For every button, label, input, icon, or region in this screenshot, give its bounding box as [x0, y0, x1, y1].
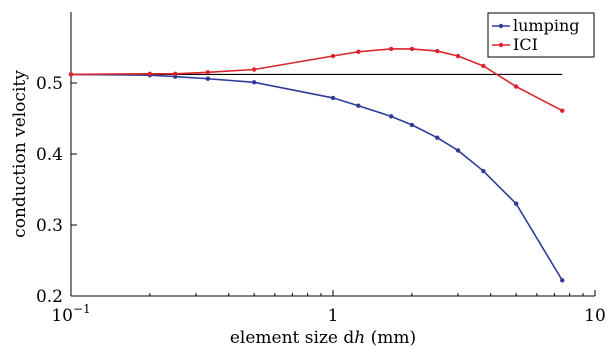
- series-group: [68, 46, 565, 283]
- x-tick-label: 1: [328, 306, 339, 326]
- x-tick-label-base: 10: [51, 306, 73, 326]
- y-tick-label: 0.3: [36, 216, 63, 236]
- data-point-ici: [435, 48, 440, 54]
- data-point-lumping: [205, 76, 211, 81]
- data-point-lumping: [560, 278, 565, 283]
- data-point-lumping: [330, 95, 336, 101]
- x-axis-title-part: (mm): [365, 328, 416, 348]
- series-line-ici: [70, 48, 563, 112]
- data-point-ici: [356, 49, 361, 54]
- data-point-lumping: [513, 201, 519, 206]
- data-point-lumping: [481, 168, 486, 174]
- data-point-ici: [330, 53, 336, 59]
- data-point-lumping: [388, 114, 394, 119]
- x-tick-label-exponent: −1: [73, 302, 91, 316]
- data-point-ici: [481, 63, 486, 69]
- legend-label: lumping: [513, 16, 580, 35]
- data-point-ici: [409, 46, 415, 52]
- y-tick-label: 0.4: [36, 145, 63, 165]
- x-axis-title-part: h: [354, 328, 365, 348]
- data-point-lumping: [455, 148, 461, 153]
- legend-label: ICI: [513, 35, 538, 54]
- axes: 0.20.30.40.510−1 1 10: [36, 12, 606, 326]
- y-tick-label: 0.5: [36, 74, 63, 94]
- legend-swatch-marker: [498, 42, 504, 48]
- x-axis-title-part: element size d: [230, 328, 355, 348]
- data-point-ici: [560, 108, 565, 113]
- y-axis-title: conduction velocity: [10, 70, 30, 238]
- x-tick-label-base: 1: [328, 306, 339, 326]
- data-point-ici: [513, 84, 519, 89]
- series-line-lumping: [70, 73, 563, 281]
- data-point-lumping: [356, 103, 361, 108]
- data-point-ici: [147, 71, 153, 76]
- data-point-ici: [251, 67, 257, 72]
- x-tick-label: 10: [584, 306, 606, 326]
- data-point-ici: [388, 46, 394, 52]
- x-tick-label-base: 10: [584, 306, 606, 326]
- data-point-lumping: [409, 122, 415, 128]
- x-axis-title: element size dh (mm): [230, 328, 416, 348]
- data-point-ici: [173, 71, 178, 76]
- data-point-lumping: [251, 80, 257, 85]
- y-tick-label: 0.2: [36, 287, 63, 307]
- x-tick-label: 10−1: [51, 302, 90, 326]
- legend-swatch-marker: [498, 23, 504, 29]
- data-point-ici: [205, 70, 211, 75]
- legend-box: [487, 12, 595, 58]
- data-point-ici: [455, 53, 461, 59]
- data-point-ici: [68, 72, 74, 77]
- data-point-lumping: [435, 135, 440, 140]
